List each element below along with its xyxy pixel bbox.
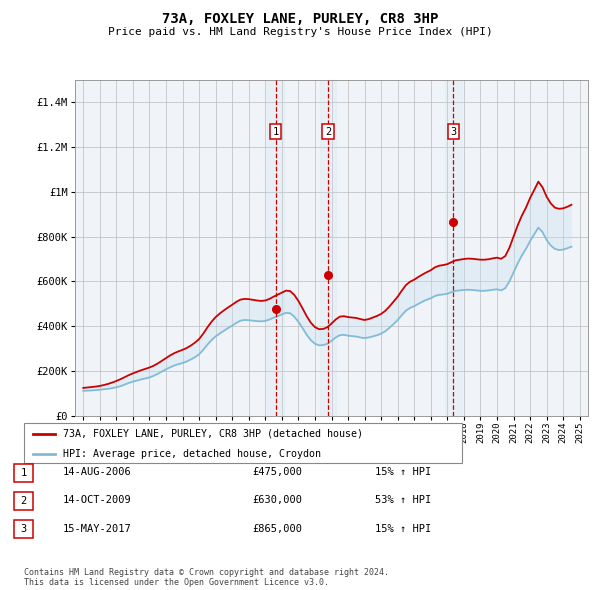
Text: 3: 3 — [451, 127, 457, 137]
Bar — [267, 80, 284, 416]
Bar — [445, 80, 462, 416]
Text: 14-AUG-2006: 14-AUG-2006 — [63, 467, 132, 477]
Text: £865,000: £865,000 — [252, 524, 302, 533]
Text: HPI: Average price, detached house, Croydon: HPI: Average price, detached house, Croy… — [64, 450, 322, 460]
Text: 73A, FOXLEY LANE, PURLEY, CR8 3HP (detached house): 73A, FOXLEY LANE, PURLEY, CR8 3HP (detac… — [64, 429, 364, 439]
Text: 1: 1 — [20, 468, 26, 477]
Text: 2: 2 — [325, 127, 331, 137]
Text: 73A, FOXLEY LANE, PURLEY, CR8 3HP: 73A, FOXLEY LANE, PURLEY, CR8 3HP — [162, 12, 438, 26]
Text: 3: 3 — [20, 525, 26, 534]
Text: 2: 2 — [20, 496, 26, 506]
Text: 15-MAY-2017: 15-MAY-2017 — [63, 524, 132, 533]
Text: £475,000: £475,000 — [252, 467, 302, 477]
Text: Price paid vs. HM Land Registry's House Price Index (HPI): Price paid vs. HM Land Registry's House … — [107, 28, 493, 37]
Bar — [320, 80, 336, 416]
Text: 15% ↑ HPI: 15% ↑ HPI — [375, 467, 431, 477]
Text: 1: 1 — [272, 127, 278, 137]
Text: £630,000: £630,000 — [252, 496, 302, 505]
Text: 15% ↑ HPI: 15% ↑ HPI — [375, 524, 431, 533]
Text: 53% ↑ HPI: 53% ↑ HPI — [375, 496, 431, 505]
Text: Contains HM Land Registry data © Crown copyright and database right 2024.
This d: Contains HM Land Registry data © Crown c… — [24, 568, 389, 587]
Text: 14-OCT-2009: 14-OCT-2009 — [63, 496, 132, 505]
